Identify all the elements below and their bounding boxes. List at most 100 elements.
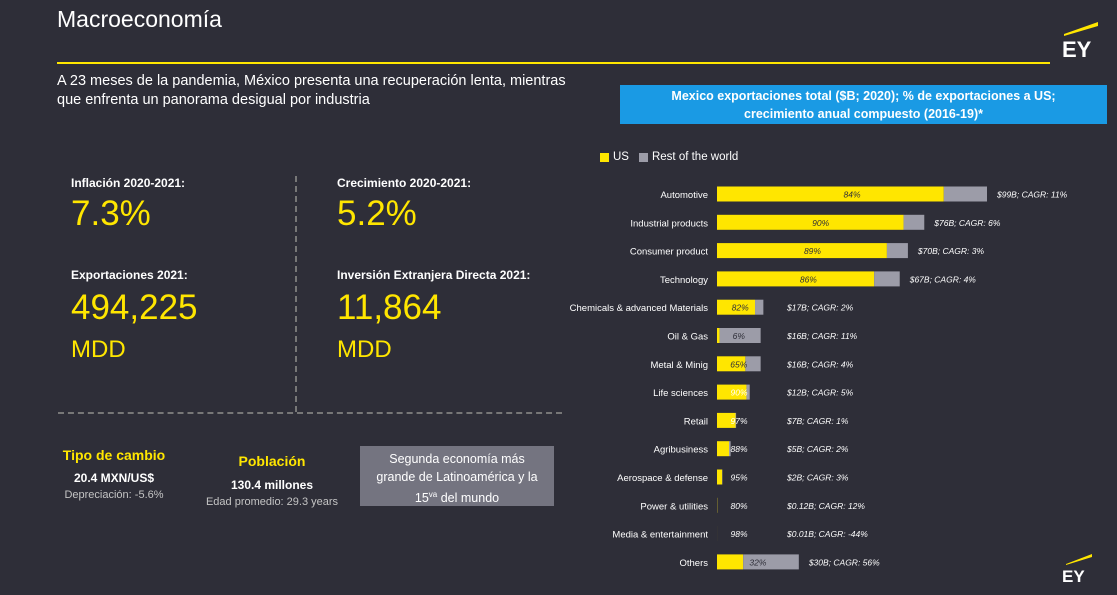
rest-bar — [943, 186, 987, 202]
logo-bottom-text: EY — [1062, 567, 1085, 584]
chart-title-line1: Mexico exportaciones total ($B; 2020); %… — [671, 89, 1056, 103]
us-bar — [717, 299, 756, 315]
category-label: Media & entertainment — [612, 530, 708, 541]
rest-bar — [735, 412, 737, 428]
us-share-label: 88% — [730, 444, 747, 454]
us-share-label: 80% — [730, 501, 747, 511]
chart-title-banner: Mexico exportaciones total ($B; 2020); %… — [620, 85, 1107, 124]
value-label: $70B; CAGR: 3% — [917, 246, 985, 256]
us-bar — [717, 328, 720, 343]
legend-us-label: US — [613, 151, 629, 163]
value-label: $12B; CAGR: 5% — [786, 388, 854, 398]
value-label: $67B; CAGR: 4% — [909, 274, 977, 284]
category-label: Oil & Gas — [667, 332, 708, 343]
ey-logo-bottom: EY — [1062, 554, 1092, 584]
rest-bar — [886, 243, 908, 259]
us-bar — [717, 384, 747, 400]
logo-bottom-beam-shape — [1066, 554, 1092, 565]
fdi-unit: MDD — [337, 336, 392, 363]
economy-line1: Segunda economía más — [389, 452, 525, 466]
us-share-label: 6% — [733, 331, 746, 341]
us-bar — [717, 441, 729, 457]
us-bar — [717, 186, 944, 202]
population-title: Población — [238, 453, 306, 469]
value-label: $30B; CAGR: 56% — [808, 557, 880, 567]
logo-text: EY — [1062, 37, 1092, 60]
value-label: $17B; CAGR: 2% — [786, 303, 854, 313]
value-label: $99B; CAGR: 11% — [996, 190, 1068, 200]
legend-us-swatch — [600, 152, 609, 162]
subtitle-line1: A 23 meses de la pandemia, México presen… — [57, 73, 566, 89]
category-label: Consumer product — [630, 247, 709, 258]
legend-rest-label: Rest of the world — [651, 151, 739, 163]
us-share-label: 32% — [749, 557, 766, 567]
exchange-value: 20.4 MXN/US$ — [73, 471, 155, 485]
us-bar — [717, 271, 875, 287]
us-bar — [717, 412, 736, 428]
value-label: $2B; CAGR: 3% — [786, 473, 849, 483]
economy-line3: 15va del mundo — [360, 486, 554, 507]
value-label: $76B; CAGR: 6% — [933, 218, 1001, 228]
subtitle-line2: que enfrenta un panorama desigual por in… — [57, 92, 370, 108]
rest-bar — [903, 214, 925, 230]
population-block: Población 130.4 millones Edad promedio: … — [198, 453, 346, 508]
inflation-value: 7.3% — [71, 194, 151, 233]
page-title: Macroeconomía — [57, 6, 222, 32]
us-share-label: 86% — [800, 274, 817, 284]
us-bar — [717, 243, 887, 259]
us-share-label: 98% — [730, 529, 747, 539]
category-label: Life sciences — [653, 388, 708, 399]
category-label: Chemicals & advanced Materials — [570, 303, 709, 314]
value-label: $0.12B; CAGR: 12% — [786, 501, 865, 511]
economy-line2: grande de Latinoamérica y la — [376, 470, 538, 484]
vertical-divider — [295, 176, 297, 412]
exchange-title: Tipo de cambio — [62, 447, 166, 463]
category-label: Automotive — [660, 190, 708, 201]
legend-rest-swatch — [638, 152, 648, 162]
rest-bar — [746, 384, 750, 400]
rest-bar — [719, 328, 761, 343]
us-bar — [717, 356, 746, 372]
subtitle: A 23 meses de la pandemia, México presen… — [57, 72, 617, 110]
exchange-block: Tipo de cambio 20.4 MXN/US$ Depreciación… — [50, 447, 178, 501]
category-label: Technology — [660, 275, 708, 286]
us-share-label: 65% — [730, 359, 747, 369]
horizontal-divider — [58, 412, 562, 414]
population-note: Edad promedio: 29.3 years — [205, 496, 339, 508]
value-label: $0.01B; CAGR: -44% — [786, 529, 868, 539]
value-label: $16B; CAGR: 4% — [786, 359, 854, 369]
exchange-note: Depreciación: -5.6% — [64, 489, 164, 501]
rest-bar — [755, 299, 764, 315]
us-share-label: 90% — [730, 388, 747, 398]
exports-label: Exportaciones 2021: — [71, 268, 188, 282]
exports-unit: MDD — [71, 336, 126, 363]
title-underline — [57, 62, 1050, 64]
category-label: Agribusiness — [654, 445, 709, 456]
logo-beam-shape — [1064, 22, 1098, 36]
inflation-label: Inflación 2020-2021: — [71, 176, 186, 190]
exports-value: 494,225 — [71, 288, 198, 327]
us-share-label: 95% — [730, 473, 747, 483]
category-label: Power & utilities — [640, 501, 708, 512]
value-label: $16B; CAGR: 11% — [786, 331, 858, 341]
growth-label: Crecimiento 2020-2021: — [337, 176, 472, 190]
economy-rank-suffix: va — [428, 490, 438, 499]
value-label: $7B; CAGR: 1% — [786, 416, 849, 426]
population-value: 130.4 millones — [230, 478, 314, 492]
rest-bar — [745, 356, 761, 372]
category-label: Industrial products — [630, 218, 708, 229]
us-share-label: 90% — [812, 218, 829, 228]
category-label: Aerospace & defense — [617, 473, 708, 484]
fdi-value: 11,864 — [337, 288, 442, 327]
us-share-label: 89% — [804, 246, 821, 256]
rest-bar — [743, 554, 799, 570]
us-share-label: 84% — [843, 190, 860, 200]
economy-rank-box: Segunda economía más grande de Latinoamé… — [360, 446, 554, 506]
rest-bar — [729, 441, 731, 457]
category-label: Others — [679, 558, 708, 569]
category-label: Retail — [684, 416, 708, 427]
us-bar — [717, 554, 744, 570]
economy-rank-text: del mundo — [437, 491, 500, 506]
us-bar — [717, 469, 723, 485]
